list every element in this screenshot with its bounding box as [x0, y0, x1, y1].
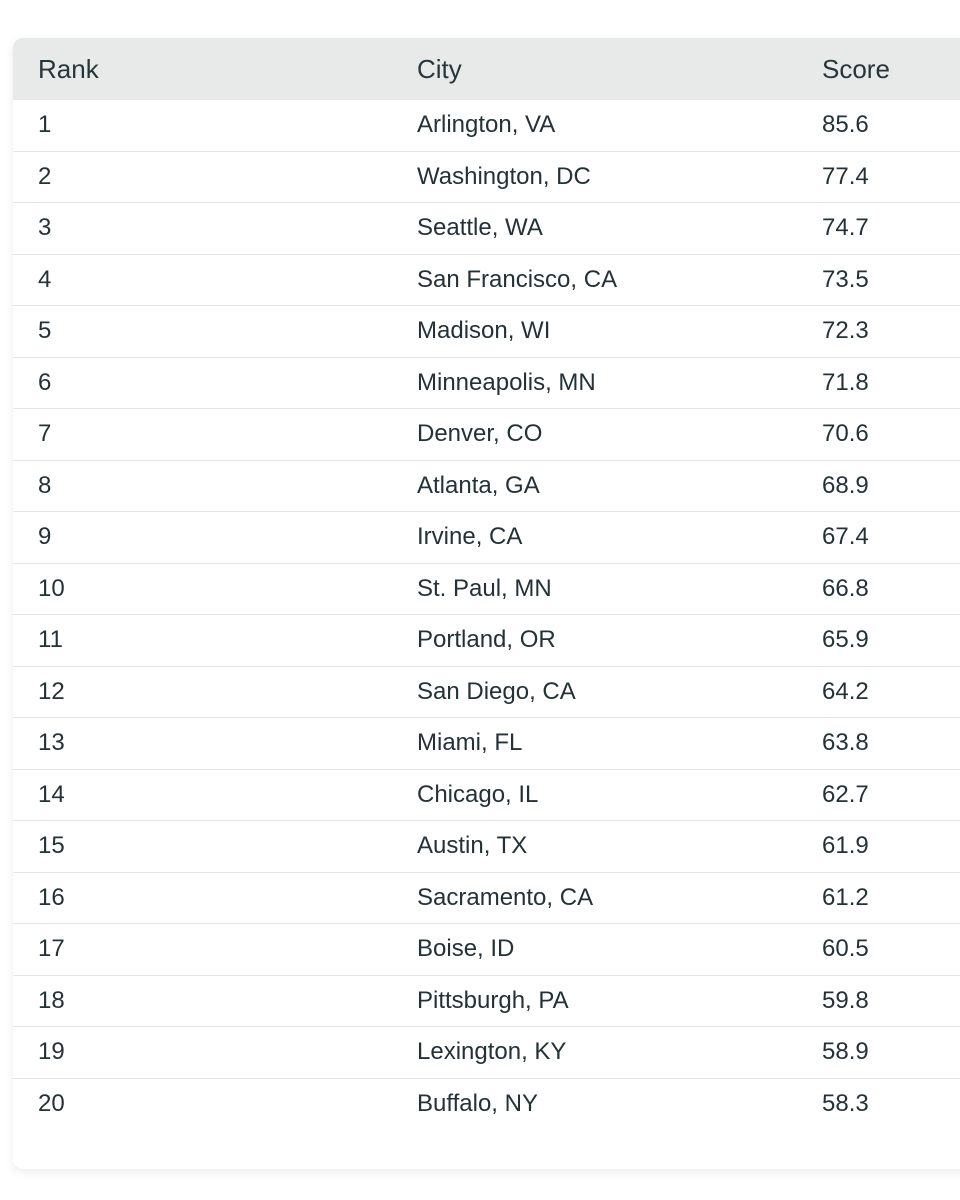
table-row: 1 Arlington, VA 85.6 — [13, 100, 960, 152]
rank-cell: 3 — [38, 214, 52, 242]
city-cell: Portland, OR — [417, 626, 556, 654]
score-cell: 65.9 — [822, 626, 869, 654]
city-cell: Boise, ID — [417, 935, 515, 963]
city-cell: Seattle, WA — [417, 214, 543, 242]
table-row: 5 Madison, WI 72.3 — [13, 306, 960, 358]
city-cell: Miami, FL — [417, 729, 523, 757]
score-cell: 67.4 — [822, 523, 869, 551]
score-cell: 58.9 — [822, 1038, 869, 1066]
table-header: Rank City Score — [13, 38, 960, 100]
score-cell: 74.7 — [822, 214, 869, 242]
header-city: City — [417, 53, 462, 84]
score-cell: 58.3 — [822, 1089, 869, 1117]
table-row: 11 Portland, OR 65.9 — [13, 615, 960, 667]
header-score: Score — [822, 53, 890, 84]
score-cell: 66.8 — [822, 574, 869, 602]
rank-cell: 7 — [38, 420, 52, 448]
rank-cell: 2 — [38, 162, 52, 190]
table-row: 19 Lexington, KY 58.9 — [13, 1027, 960, 1079]
table-row: 13 Miami, FL 63.8 — [13, 718, 960, 770]
table-row: 3 Seattle, WA 74.7 — [13, 203, 960, 255]
city-cell: Buffalo, NY — [417, 1089, 538, 1117]
rank-cell: 19 — [38, 1038, 65, 1066]
rank-cell: 13 — [38, 729, 65, 757]
city-cell: Lexington, KY — [417, 1038, 567, 1066]
city-cell: Washington, DC — [417, 162, 591, 190]
ranking-table: Rank City Score 1 Arlington, VA 85.6 2 Washi… — [13, 38, 960, 1169]
rank-cell: 10 — [38, 574, 65, 602]
score-cell: 72.3 — [822, 317, 869, 345]
score-cell: 60.5 — [822, 935, 869, 963]
city-cell: Pittsburgh, PA — [417, 986, 569, 1014]
table-row: 14 Chicago, IL 62.7 — [13, 770, 960, 821]
score-cell: 61.9 — [822, 832, 869, 860]
table-row: 2 Washington, DC 77.4 — [13, 152, 960, 203]
rank-cell: 1 — [38, 111, 52, 139]
table-row: 20 Buffalo, NY 58.3 — [13, 1079, 960, 1130]
header-rank: Rank — [38, 53, 99, 84]
table-row: 10 St. Paul, MN 66.8 — [13, 564, 960, 615]
table-row: 9 Irvine, CA 67.4 — [13, 512, 960, 564]
rank-cell: 11 — [38, 626, 63, 654]
rank-cell: 17 — [38, 935, 65, 963]
city-cell: Sacramento, CA — [417, 883, 594, 911]
city-cell: Austin, TX — [417, 832, 528, 860]
table-row: 8 Atlanta, GA 68.9 — [13, 461, 960, 512]
score-cell: 70.6 — [822, 420, 869, 448]
city-cell: Arlington, VA — [417, 111, 556, 139]
city-cell: St. Paul, MN — [417, 574, 552, 602]
table-row: 4 San Francisco, CA 73.5 — [13, 255, 960, 306]
city-cell: San Diego, CA — [417, 677, 576, 705]
city-cell: Atlanta, GA — [417, 471, 540, 499]
table-row: 12 San Diego, CA 64.2 — [13, 667, 960, 718]
city-cell: San Francisco, CA — [417, 265, 618, 293]
score-cell: 73.5 — [822, 265, 869, 293]
rank-cell: 5 — [38, 317, 52, 345]
rank-cell: 8 — [38, 471, 52, 499]
city-cell: Chicago, IL — [417, 780, 539, 808]
rank-cell: 12 — [38, 677, 65, 705]
score-cell: 71.8 — [822, 368, 869, 396]
table-row: 18 Pittsburgh, PA 59.8 — [13, 976, 960, 1027]
rank-cell: 9 — [38, 523, 52, 551]
rank-cell: 6 — [38, 368, 52, 396]
score-cell: 61.2 — [822, 883, 869, 911]
table-row: 16 Sacramento, CA 61.2 — [13, 873, 960, 924]
score-cell: 64.2 — [822, 677, 869, 705]
rank-cell: 14 — [38, 780, 65, 808]
table-row: 6 Minneapolis, MN 71.8 — [13, 358, 960, 409]
rank-cell: 18 — [38, 986, 65, 1014]
score-cell: 59.8 — [822, 986, 869, 1014]
score-cell: 62.7 — [822, 780, 869, 808]
score-cell: 68.9 — [822, 471, 869, 499]
score-cell: 85.6 — [822, 111, 869, 139]
city-cell: Madison, WI — [417, 317, 551, 345]
table-row: 7 Denver, CO 70.6 — [13, 409, 960, 461]
rank-cell: 4 — [38, 265, 52, 293]
table-row: 15 Austin, TX 61.9 — [13, 821, 960, 873]
table-body: 1 Arlington, VA 85.6 2 Washington, DC 77.4 3 Se… — [13, 100, 960, 1129]
score-cell: 77.4 — [822, 162, 869, 190]
rank-cell: 20 — [38, 1089, 65, 1117]
city-cell: Denver, CO — [417, 420, 543, 448]
table-row: 17 Boise, ID 60.5 — [13, 924, 960, 976]
score-cell: 63.8 — [822, 729, 869, 757]
rank-cell: 15 — [38, 832, 65, 860]
rank-cell: 16 — [38, 883, 65, 911]
city-cell: Minneapolis, MN — [417, 368, 596, 396]
city-cell: Irvine, CA — [417, 523, 523, 551]
